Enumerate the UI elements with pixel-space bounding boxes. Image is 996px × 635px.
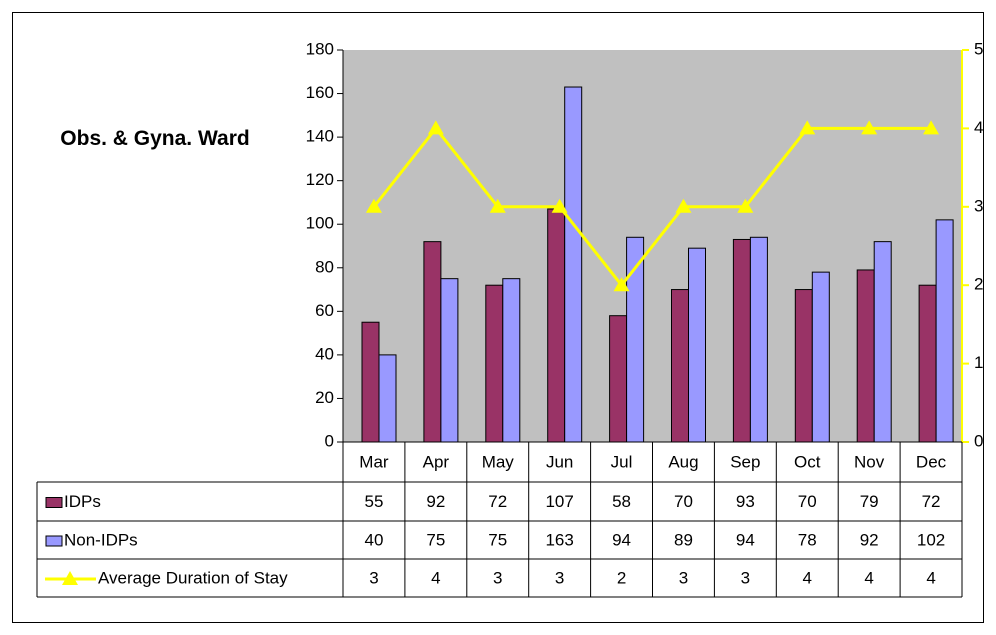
y-tick-label: 0: [325, 431, 334, 450]
table-cell: 2: [617, 568, 626, 587]
table-cell: 102: [917, 530, 945, 549]
table-cell: 3: [555, 568, 564, 587]
table-cell: 93: [736, 492, 755, 511]
table-cell: 4: [803, 568, 812, 587]
bar: [749, 236, 768, 443]
y-tick-label: 120: [306, 170, 334, 189]
legend-key: [45, 535, 63, 547]
line-marker: [861, 120, 878, 135]
line-marker: [551, 198, 568, 213]
chart-title: Obs. & Gyna. Ward: [60, 127, 250, 150]
x-tick-label: Jun: [546, 452, 573, 471]
y2-tick-label: 4: [974, 118, 983, 137]
line-marker: [799, 120, 816, 135]
x-tick-label: Aug: [668, 452, 698, 471]
table-cell: 107: [545, 492, 573, 511]
table-cell: 94: [736, 530, 755, 549]
y-tick-label: 80: [315, 257, 334, 276]
x-tick-label: May: [482, 452, 515, 471]
table-cell: 94: [612, 530, 631, 549]
table-cell: 78: [798, 530, 817, 549]
legend-label: Average Duration of Stay: [98, 568, 288, 587]
bar: [918, 284, 937, 443]
line-marker: [613, 277, 630, 292]
table-cell: 75: [426, 530, 445, 549]
line-marker: [489, 198, 506, 213]
table-cell: 72: [922, 492, 941, 511]
table-cell: 4: [926, 568, 935, 587]
y-tick-label: 180: [306, 39, 334, 58]
y-tick-label: 100: [306, 214, 334, 233]
table-cell: 72: [488, 492, 507, 511]
bar: [440, 278, 459, 443]
legend-key: [45, 497, 63, 508]
legend-label: Non-IDPs: [64, 530, 138, 549]
bar: [688, 247, 706, 443]
x-tick-label: Oct: [794, 452, 821, 471]
table-cell: 3: [741, 568, 750, 587]
table-cell: 55: [364, 492, 383, 511]
bar: [423, 241, 442, 443]
x-tick-label: Dec: [916, 452, 947, 471]
bar: [794, 289, 813, 443]
y2-tick-label: 5: [974, 39, 983, 58]
bar: [547, 208, 566, 443]
y-tick-label: 160: [306, 83, 334, 102]
y-tick-label: 60: [315, 301, 334, 320]
legend-key: [62, 571, 78, 585]
y2-tick-label: 0: [974, 431, 983, 450]
y-tick-label: 140: [306, 127, 334, 146]
bar: [485, 284, 504, 443]
y2-tick-label: 3: [974, 196, 983, 215]
bar: [935, 219, 954, 443]
table-cell: 4: [864, 568, 873, 587]
bar: [609, 315, 628, 443]
bar: [811, 271, 830, 443]
y2-tick-label: 2: [974, 275, 983, 294]
line-marker: [923, 120, 940, 135]
table-cell: 79: [860, 492, 879, 511]
bar: [873, 241, 892, 443]
table-cell: 40: [364, 530, 383, 549]
x-tick-label: Nov: [854, 452, 885, 471]
table-cell: 70: [798, 492, 817, 511]
table-cell: 70: [674, 492, 693, 511]
table-cell: 89: [674, 530, 693, 549]
bar: [856, 269, 875, 443]
x-tick-label: Sep: [730, 452, 760, 471]
x-tick-label: Mar: [359, 452, 389, 471]
table-cell: 3: [493, 568, 502, 587]
x-tick-label: Jul: [611, 452, 633, 471]
line-marker: [365, 198, 382, 213]
line-marker: [737, 198, 754, 213]
table-cell: 3: [679, 568, 688, 587]
y2-tick-label: 1: [974, 353, 983, 372]
line-marker: [675, 198, 692, 213]
bar: [378, 354, 397, 443]
x-tick-label: Apr: [423, 452, 450, 471]
table-cell: 163: [545, 530, 573, 549]
bar: [502, 278, 521, 443]
table-cell: 92: [860, 530, 879, 549]
table-cell: 4: [431, 568, 440, 587]
bar: [361, 321, 380, 443]
table-cell: 3: [369, 568, 378, 587]
legend-label: IDPs: [64, 492, 101, 511]
line-marker: [427, 120, 444, 135]
bar: [671, 289, 689, 443]
y-tick-label: 20: [315, 388, 334, 407]
table-cell: 58: [612, 492, 631, 511]
y-tick-label: 40: [315, 344, 334, 363]
bar: [564, 86, 583, 443]
table-cell: 92: [426, 492, 445, 511]
bar: [732, 238, 751, 443]
line: [372, 125, 932, 288]
table-cell: 75: [488, 530, 507, 549]
